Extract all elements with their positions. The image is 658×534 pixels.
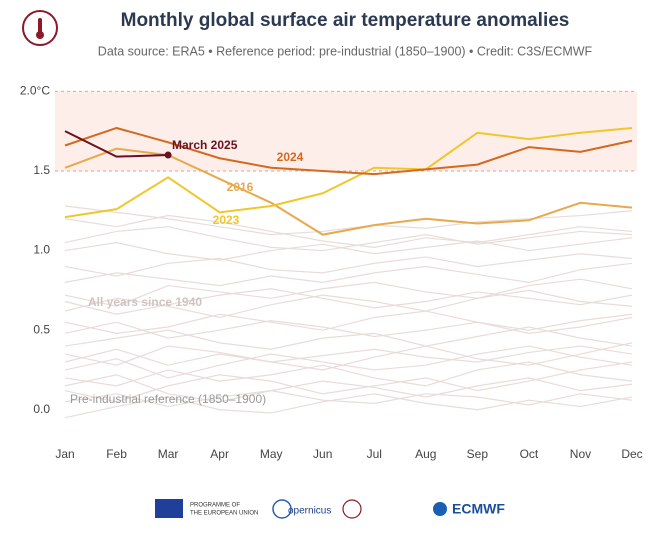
background-line	[64, 342, 633, 371]
limit-band	[55, 91, 637, 171]
x-tick-label: May	[260, 447, 283, 461]
chart-subtitle: Data source: ERA5 • Reference period: pr…	[98, 44, 593, 58]
background-line	[64, 288, 633, 315]
y-tick-label: 1.0	[33, 243, 50, 257]
y-tick-label: 2.0°C	[20, 84, 50, 98]
series-label: March 2025	[172, 138, 238, 152]
series-line	[64, 126, 633, 176]
series-label: 2016	[227, 180, 254, 194]
x-tick-label: Nov	[570, 447, 591, 461]
background-line	[64, 214, 633, 248]
background-line	[64, 374, 633, 403]
background-line	[64, 393, 633, 419]
c3s-logo	[342, 499, 362, 519]
logo-ring	[22, 10, 58, 46]
footer-text: opernicus	[288, 506, 331, 517]
series-line	[64, 147, 633, 236]
end-marker	[164, 151, 172, 159]
x-tick-label: Mar	[158, 447, 179, 461]
footer-text: ECMWF	[452, 501, 505, 517]
background-line	[64, 262, 633, 287]
x-tick-label: Jan	[55, 447, 74, 461]
footer-text: THE EUROPEAN UNION	[190, 511, 258, 517]
background-line	[64, 345, 633, 366]
background-line	[64, 226, 633, 252]
footer-text: PROGRAMME OF	[190, 503, 240, 509]
background-line	[64, 237, 633, 261]
background-line	[64, 310, 633, 334]
y-tick-label: 1.5	[33, 163, 50, 177]
copernicus-logo	[272, 499, 292, 519]
x-tick-label: Oct	[520, 447, 539, 461]
x-tick-label: Apr	[210, 447, 229, 461]
background-line	[64, 278, 633, 307]
series-line	[64, 130, 169, 158]
eu-flag	[155, 499, 183, 518]
background-line	[64, 390, 633, 408]
y-tick-label: 0.0	[33, 402, 50, 416]
series-label: 2023	[213, 213, 240, 227]
series-label: 2024	[277, 150, 304, 164]
x-tick-label: Jun	[313, 447, 332, 461]
logo	[22, 10, 58, 46]
annotation: Pre-industrial reference (1850–1900)	[70, 392, 266, 406]
ecmwf-logo	[433, 502, 447, 516]
logo-thermometer	[38, 18, 42, 34]
x-tick-label: Jul	[367, 447, 382, 461]
background-line	[64, 316, 633, 339]
x-tick-label: Aug	[415, 447, 436, 461]
footer: PROGRAMME OF THE EUROPEAN UNION opernicu…	[155, 499, 505, 519]
background-line	[64, 289, 633, 319]
x-tick-label: Dec	[621, 447, 642, 461]
annotation: All years since 1940	[88, 295, 202, 309]
plot: 0.0 0.5 1.0 1.5 2.0°C Jan Feb Mar Apr May Jun Jul Au…	[20, 84, 643, 462]
background-line	[64, 326, 633, 350]
background-line	[64, 361, 633, 403]
logo-bulb	[36, 31, 44, 39]
background-line	[64, 361, 633, 387]
chart-title: Monthly global surface air temperature a…	[121, 10, 570, 31]
y-tick-label: 0.5	[33, 322, 50, 336]
series-line	[64, 126, 633, 219]
x-tick-label: Feb	[106, 447, 127, 461]
background-line	[64, 345, 633, 379]
background-line	[64, 253, 633, 277]
x-tick-label: Sep	[467, 447, 489, 461]
